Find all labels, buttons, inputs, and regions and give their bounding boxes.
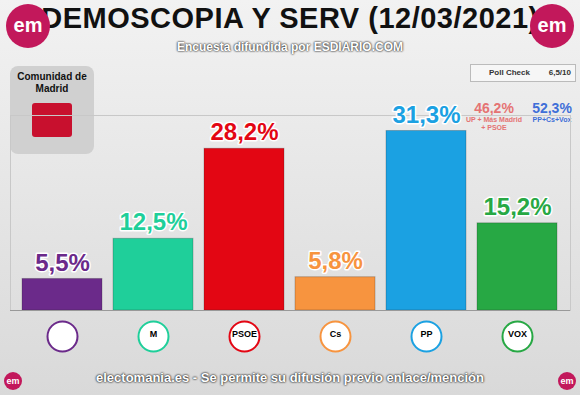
html-text:em: em bbox=[13, 14, 43, 36]
html-text:em: em bbox=[560, 376, 574, 386]
svg-text:5,8%: 5,8% bbox=[308, 247, 363, 274]
svg-text:VOX: VOX bbox=[508, 329, 527, 339]
html-text:Comunidad de Madrid: Comunidad de Madrid bbox=[17, 71, 87, 94]
html-text:46,2%: 46,2% bbox=[474, 100, 514, 116]
svg-text:PP: PP bbox=[420, 329, 432, 339]
html-text:6,5/10: 6,5/10 bbox=[548, 68, 571, 77]
svg-text:Cs: Cs bbox=[330, 329, 342, 339]
html-text:electomania.es - Se permite su: electomania.es - Se permite su difusión … bbox=[96, 370, 484, 385]
svg-text:M: M bbox=[150, 329, 158, 339]
html-text:UP + Más Madrid + PSOE: UP + Más Madrid + PSOE bbox=[466, 116, 522, 131]
html-text:em: em bbox=[6, 376, 20, 386]
svg-text:12,5%: 12,5% bbox=[119, 208, 187, 235]
svg-text:31,3%: 31,3% bbox=[392, 101, 460, 128]
svg-text:5,5%: 5,5% bbox=[35, 249, 90, 276]
svg-text:28,2%: 28,2% bbox=[210, 118, 278, 145]
html-text:Poll Check: Poll Check bbox=[489, 68, 530, 77]
svg-text:15,2%: 15,2% bbox=[483, 193, 551, 220]
html-text:Encuesta difundida por ESDIARI: Encuesta difundida por ESDIARIO.COM bbox=[177, 40, 403, 54]
svg-text:PSOE: PSOE bbox=[232, 329, 257, 339]
html-text:DEMOSCOPIA Y SERV (12/03/2021): DEMOSCOPIA Y SERV (12/03/2021) bbox=[41, 2, 539, 34]
html-text:52,3%: 52,3% bbox=[532, 100, 572, 116]
html-text:PP+Cs+Vox: PP+Cs+Vox bbox=[532, 116, 572, 123]
html-text:em: em bbox=[537, 14, 567, 36]
